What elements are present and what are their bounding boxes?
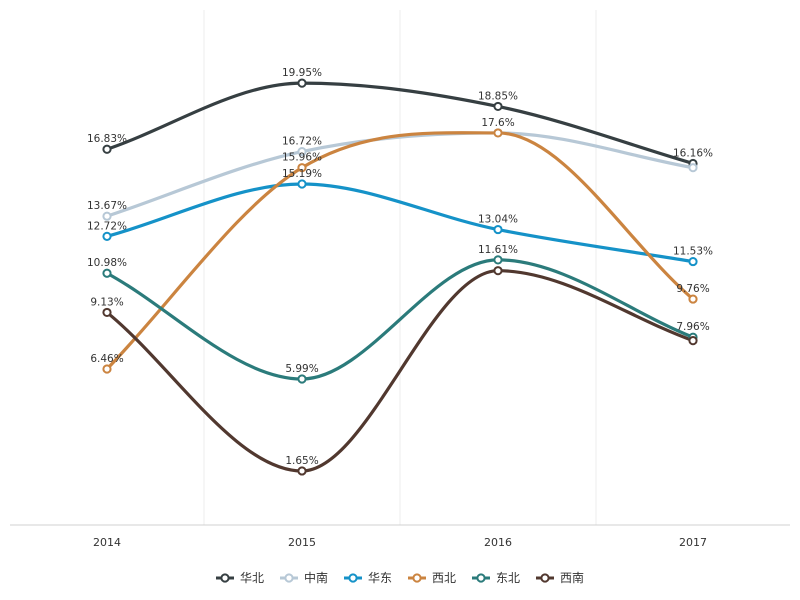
data-point bbox=[102, 268, 112, 278]
data-point bbox=[493, 101, 503, 112]
data-label: 10.98% bbox=[87, 257, 127, 269]
data-label: 16.16% bbox=[673, 147, 713, 159]
data-label: 12.72% bbox=[87, 220, 127, 232]
data-label: 6.46% bbox=[90, 353, 123, 365]
series-group bbox=[102, 78, 698, 476]
series-line-5 bbox=[105, 269, 695, 473]
legend-label: 西北 bbox=[432, 571, 456, 585]
x-tick-label: 2015 bbox=[288, 536, 316, 549]
legend-label: 华北 bbox=[240, 571, 264, 585]
legend-swatch-marker bbox=[348, 573, 358, 583]
x-axis-ticks: 2014 2015 2016 2017 bbox=[93, 536, 707, 549]
x-tick-label: 2016 bbox=[484, 536, 512, 549]
data-point bbox=[688, 336, 698, 346]
legend-swatch-marker bbox=[476, 573, 486, 583]
legend-item[interactable]: 西南 bbox=[536, 570, 584, 585]
data-label: 15.96% bbox=[282, 152, 322, 164]
data-label: 7.96% bbox=[676, 321, 709, 333]
legend-item[interactable]: 华北 bbox=[216, 571, 264, 585]
data-point bbox=[297, 78, 307, 88]
data-point bbox=[297, 163, 307, 173]
legend-swatch-marker bbox=[284, 573, 294, 583]
data-point bbox=[493, 255, 503, 265]
x-tick-label: 2014 bbox=[93, 536, 121, 549]
legend: 华北 中南 华东 西北 东北 西南 bbox=[216, 570, 584, 585]
data-point bbox=[102, 231, 112, 241]
series-line-4 bbox=[105, 258, 695, 381]
data-point bbox=[688, 163, 698, 173]
data-point bbox=[493, 266, 503, 276]
grid-lines bbox=[203, 10, 597, 525]
data-point bbox=[493, 224, 503, 235]
data-point bbox=[493, 128, 503, 138]
data-label: 18.85% bbox=[478, 90, 518, 102]
legend-item[interactable]: 中南 bbox=[280, 570, 328, 585]
data-point bbox=[102, 144, 112, 154]
data-label: 1.65% bbox=[285, 455, 318, 467]
legend-swatch-marker bbox=[540, 573, 550, 583]
legend-item[interactable]: 华东 bbox=[344, 571, 392, 585]
legend-label: 华东 bbox=[368, 571, 392, 585]
legend-item[interactable]: 东北 bbox=[472, 571, 520, 585]
legend-label: 东北 bbox=[496, 571, 520, 585]
series-line-2 bbox=[105, 182, 695, 264]
data-label: 5.99% bbox=[285, 363, 318, 375]
legend-swatch-marker bbox=[220, 573, 230, 583]
data-label: 15.19% bbox=[282, 168, 322, 180]
data-point bbox=[102, 211, 112, 221]
data-point bbox=[297, 374, 307, 384]
legend-item[interactable]: 西北 bbox=[408, 571, 456, 585]
x-tick-label: 2017 bbox=[679, 536, 707, 549]
series-line-0 bbox=[105, 81, 695, 166]
data-point bbox=[102, 307, 112, 318]
data-label: 16.72% bbox=[282, 136, 322, 148]
data-label: 11.61% bbox=[478, 244, 518, 256]
series-line-3 bbox=[105, 131, 695, 371]
legend-label: 西南 bbox=[560, 570, 584, 585]
data-point bbox=[297, 466, 307, 476]
data-point bbox=[297, 179, 307, 189]
data-label: 9.13% bbox=[90, 296, 123, 308]
data-labels: 16.83% 19.95% 18.85% 16.16% 13.67% 16.72% 17.6… bbox=[87, 67, 713, 467]
data-label: 9.76% bbox=[676, 283, 709, 295]
data-point bbox=[688, 256, 698, 267]
data-label: 17.6% bbox=[481, 117, 514, 129]
data-label: 13.04% bbox=[478, 214, 518, 226]
data-label: 19.95% bbox=[282, 67, 322, 79]
legend-label: 中南 bbox=[304, 570, 328, 585]
data-label: 11.53% bbox=[673, 246, 713, 258]
legend-swatch-marker bbox=[412, 573, 422, 583]
data-point bbox=[688, 294, 698, 304]
data-label: 13.67% bbox=[87, 200, 127, 212]
data-label: 16.83% bbox=[87, 133, 127, 145]
data-point bbox=[102, 364, 112, 374]
data-point bbox=[297, 146, 307, 157]
